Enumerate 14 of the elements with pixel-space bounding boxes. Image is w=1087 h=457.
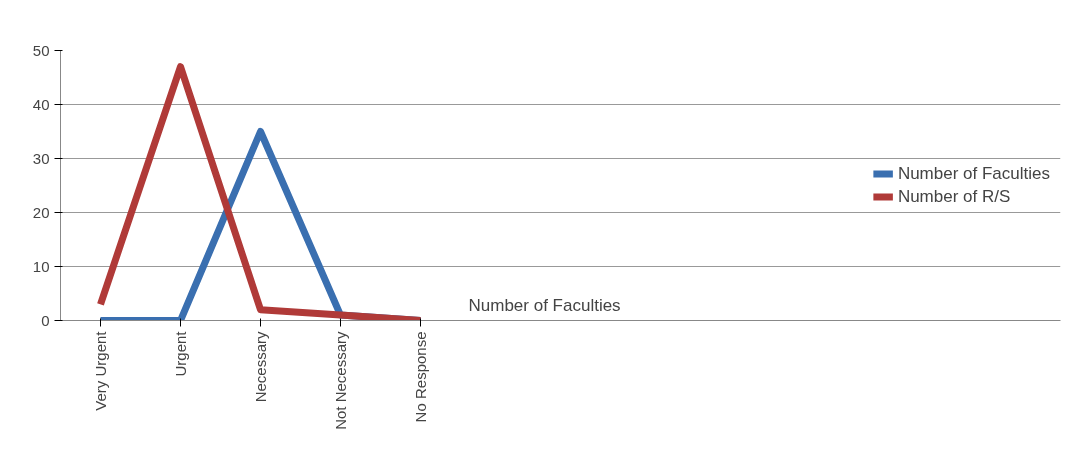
legend-label: Number of R/S <box>897 186 1011 207</box>
x-tick-label: Necessary <box>252 331 269 403</box>
x-tick-label: Not Necessary <box>332 331 349 430</box>
legend-label: Number of Faculties <box>897 163 1050 184</box>
y-tick-label: 0 <box>41 311 50 329</box>
x-tick-label: Very Urgent <box>92 330 109 411</box>
y-tick-label: 10 <box>32 257 50 275</box>
x-tick-label: No Response <box>412 331 429 423</box>
y-tick-label: 20 <box>32 203 50 221</box>
x-tick-label: Urgent <box>172 330 189 377</box>
text: Number of Faculties <box>468 295 621 315</box>
y-tick-label: 30 <box>32 149 50 167</box>
y-tick-label: 50 <box>32 41 50 59</box>
y-tick-label: 40 <box>32 95 50 113</box>
